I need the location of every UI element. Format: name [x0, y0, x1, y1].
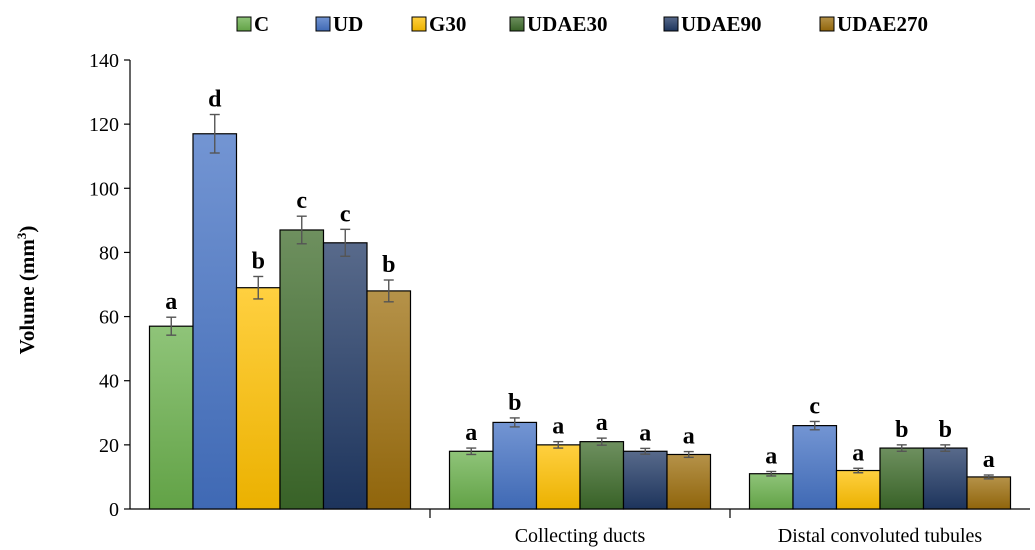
bar-udae90: [322, 242, 368, 510]
significance-letter: b: [382, 252, 395, 278]
y-axis: 0 20 40 60 80 100 120 140: [89, 50, 131, 521]
bars: [148, 133, 1012, 510]
legend-item-g30: G30: [411, 12, 466, 36]
bar-udae270: [666, 453, 712, 510]
legend-item-c: C: [236, 12, 269, 36]
legend-label: C: [254, 12, 269, 36]
significance-letter: d: [208, 87, 222, 113]
legend-label: UDAE30: [527, 12, 608, 36]
y-tick-label: 120: [89, 114, 119, 136]
legend-label: UDAE270: [837, 12, 928, 36]
legend-swatch: [819, 16, 835, 32]
significance-letter: c: [809, 393, 820, 419]
significance-letter: b: [939, 417, 952, 443]
legend-swatch: [236, 16, 252, 32]
bar-ud: [192, 133, 238, 510]
y-tick-label: 60: [99, 307, 119, 329]
significance-letter: c: [296, 188, 307, 214]
y-tick-label: 40: [99, 371, 119, 393]
legend: C UD G30 UDAE30 UDAE90 UDAE270: [236, 12, 928, 36]
bar-udae30: [279, 229, 325, 510]
legend-label: UDAE90: [681, 12, 762, 36]
x-axis: Collecting ducts Distal convoluted tubule…: [130, 508, 1030, 547]
significance-labels: a d b c c b a b a a a a a c a b b a: [165, 87, 995, 473]
significance-letter: a: [165, 289, 177, 315]
significance-letter: a: [852, 440, 864, 466]
bar-c: [448, 450, 494, 510]
significance-letter: a: [596, 410, 608, 436]
legend-label: G30: [429, 12, 466, 36]
bar-udae270: [366, 290, 412, 510]
bar-udae270: [966, 476, 1012, 510]
bar-c: [148, 325, 194, 510]
y-tick-label: 0: [109, 499, 119, 521]
significance-letter: a: [983, 447, 995, 473]
legend-item-udae90: UDAE90: [663, 12, 762, 36]
bar-udae30: [579, 441, 625, 510]
bar-g30: [835, 469, 881, 510]
legend-swatch: [663, 16, 679, 32]
y-tick-label: 100: [89, 178, 119, 200]
y-axis-label: Volume (mm3): [14, 226, 39, 355]
significance-letter: a: [765, 443, 777, 469]
x-category-label: Distal convoluted tubules: [778, 525, 983, 547]
significance-letter: a: [639, 420, 651, 446]
significance-letter: c: [340, 201, 351, 227]
significance-letter: b: [252, 248, 265, 274]
bar-g30: [535, 444, 581, 510]
y-tick-label: 80: [99, 242, 119, 264]
y-tick-label: 140: [89, 50, 119, 72]
bar-ud: [492, 421, 538, 510]
legend-swatch: [411, 16, 427, 32]
legend-label: UD: [333, 12, 363, 36]
bar-c: [748, 473, 794, 510]
bar-ud: [792, 425, 838, 510]
significance-letter: b: [508, 390, 521, 416]
bar-udae90: [622, 450, 668, 510]
bar-g30: [235, 287, 281, 510]
significance-letter: a: [552, 414, 564, 440]
bar-udae90: [922, 447, 968, 510]
bar-udae30: [879, 447, 925, 510]
legend-item-udae30: UDAE30: [509, 12, 608, 36]
legend-swatch: [509, 16, 525, 32]
legend-swatch: [315, 16, 331, 32]
legend-item-ud: UD: [315, 12, 363, 36]
y-tick-label: 20: [99, 435, 119, 457]
significance-letter: a: [465, 420, 477, 446]
significance-letter: b: [895, 417, 908, 443]
significance-letter: a: [683, 424, 695, 450]
x-category-label: Collecting ducts: [515, 525, 646, 547]
error-bars: [166, 113, 994, 480]
legend-item-udae270: UDAE270: [819, 12, 928, 36]
